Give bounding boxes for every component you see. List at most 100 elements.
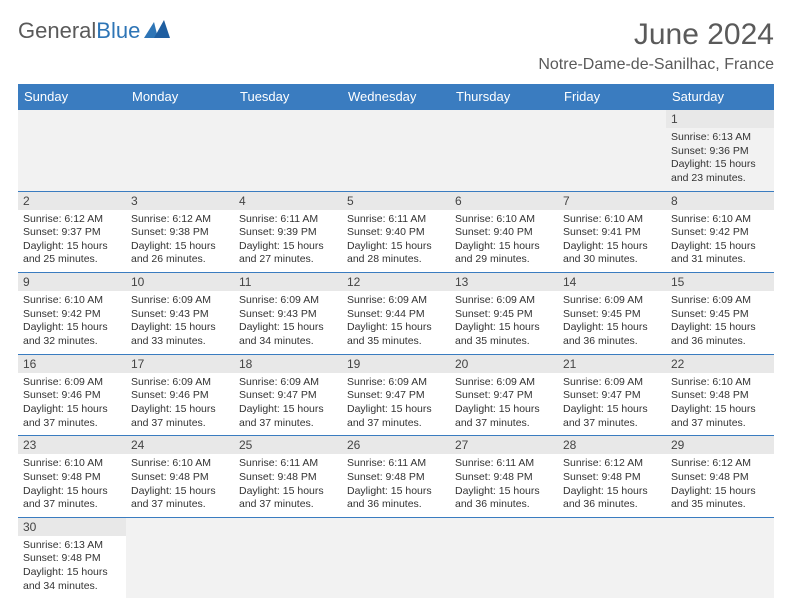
- day-details: Sunrise: 6:10 AMSunset: 9:48 PMDaylight:…: [666, 373, 774, 436]
- sunset: Sunset: 9:47 PM: [239, 389, 337, 403]
- calendar-row: 1Sunrise: 6:13 AMSunset: 9:36 PMDaylight…: [18, 110, 774, 192]
- day-number: 9: [18, 273, 126, 291]
- calendar-cell: 4Sunrise: 6:11 AMSunset: 9:39 PMDaylight…: [234, 191, 342, 273]
- daylight: Daylight: 15 hours and 37 minutes.: [239, 403, 337, 430]
- day-number: 18: [234, 355, 342, 373]
- sunrise: Sunrise: 6:10 AM: [563, 213, 661, 227]
- calendar-cell: [234, 517, 342, 598]
- calendar-cell: 13Sunrise: 6:09 AMSunset: 9:45 PMDayligh…: [450, 273, 558, 355]
- day-details: Sunrise: 6:10 AMSunset: 9:48 PMDaylight:…: [126, 454, 234, 517]
- calendar-cell: 3Sunrise: 6:12 AMSunset: 9:38 PMDaylight…: [126, 191, 234, 273]
- col-wednesday: Wednesday: [342, 84, 450, 110]
- calendar-cell: [558, 517, 666, 598]
- day-number: 2: [18, 192, 126, 210]
- calendar-cell: 29Sunrise: 6:12 AMSunset: 9:48 PMDayligh…: [666, 436, 774, 518]
- day-number: 20: [450, 355, 558, 373]
- calendar-cell: 14Sunrise: 6:09 AMSunset: 9:45 PMDayligh…: [558, 273, 666, 355]
- day-details: Sunrise: 6:09 AMSunset: 9:46 PMDaylight:…: [126, 373, 234, 436]
- sunset: Sunset: 9:48 PM: [455, 471, 553, 485]
- day-details: Sunrise: 6:09 AMSunset: 9:45 PMDaylight:…: [450, 291, 558, 354]
- daylight: Daylight: 15 hours and 36 minutes.: [563, 321, 661, 348]
- sunrise: Sunrise: 6:10 AM: [671, 376, 769, 390]
- daylight: Daylight: 15 hours and 37 minutes.: [131, 485, 229, 512]
- sunset: Sunset: 9:47 PM: [347, 389, 445, 403]
- calendar-row: 16Sunrise: 6:09 AMSunset: 9:46 PMDayligh…: [18, 354, 774, 436]
- logo: GeneralBlue: [18, 18, 170, 44]
- day-details: Sunrise: 6:10 AMSunset: 9:42 PMDaylight:…: [666, 210, 774, 273]
- sunset: Sunset: 9:48 PM: [563, 471, 661, 485]
- calendar-cell: 28Sunrise: 6:12 AMSunset: 9:48 PMDayligh…: [558, 436, 666, 518]
- day-number: 12: [342, 273, 450, 291]
- sunrise: Sunrise: 6:10 AM: [671, 213, 769, 227]
- day-details: Sunrise: 6:10 AMSunset: 9:41 PMDaylight:…: [558, 210, 666, 273]
- day-details: Sunrise: 6:09 AMSunset: 9:45 PMDaylight:…: [558, 291, 666, 354]
- sunrise: Sunrise: 6:09 AM: [239, 376, 337, 390]
- calendar-cell: 18 Sunrise: 6:09 AMSunset: 9:47 PMDayligh…: [234, 354, 342, 436]
- daylight: Daylight: 15 hours and 36 minutes.: [347, 485, 445, 512]
- col-thursday: Thursday: [450, 84, 558, 110]
- daylight: Daylight: 15 hours and 37 minutes.: [671, 403, 769, 430]
- calendar-cell: 26Sunrise: 6:11 AMSunset: 9:48 PMDayligh…: [342, 436, 450, 518]
- daylight: Daylight: 15 hours and 35 minutes.: [347, 321, 445, 348]
- calendar-cell: [450, 110, 558, 192]
- calendar-cell: [126, 110, 234, 192]
- day-number: 3: [126, 192, 234, 210]
- sunrise: Sunrise: 6:09 AM: [347, 376, 445, 390]
- day-details: Sunrise: 6:12 AMSunset: 9:48 PMDaylight:…: [666, 454, 774, 517]
- day-number: 21: [558, 355, 666, 373]
- sunset: Sunset: 9:42 PM: [23, 308, 121, 322]
- sunset: Sunset: 9:37 PM: [23, 226, 121, 240]
- sunset: Sunset: 9:48 PM: [23, 552, 121, 566]
- day-number: 11: [234, 273, 342, 291]
- month-title: June 2024: [538, 18, 774, 52]
- sunset: Sunset: 9:48 PM: [347, 471, 445, 485]
- logo-text-2: Blue: [96, 18, 140, 44]
- calendar-cell: 21Sunrise: 6:09 AMSunset: 9:47 PMDayligh…: [558, 354, 666, 436]
- calendar-cell: 12Sunrise: 6:09 AMSunset: 9:44 PMDayligh…: [342, 273, 450, 355]
- sunrise: Sunrise: 6:09 AM: [131, 376, 229, 390]
- sunrise: Sunrise: 6:12 AM: [23, 213, 121, 227]
- sunset: Sunset: 9:39 PM: [239, 226, 337, 240]
- calendar-row: 9Sunrise: 6:10 AMSunset: 9:42 PMDaylight…: [18, 273, 774, 355]
- sunset: Sunset: 9:42 PM: [671, 226, 769, 240]
- day-number: 16: [18, 355, 126, 373]
- day-number: 7: [558, 192, 666, 210]
- day-details: Sunrise: 6:13 AMSunset: 9:36 PMDaylight:…: [666, 128, 774, 191]
- logo-text-1: General: [18, 18, 96, 44]
- calendar-cell: 25Sunrise: 6:11 AMSunset: 9:48 PMDayligh…: [234, 436, 342, 518]
- calendar-cell: [234, 110, 342, 192]
- sunrise: Sunrise: 6:09 AM: [455, 294, 553, 308]
- sunset: Sunset: 9:47 PM: [455, 389, 553, 403]
- daylight: Daylight: 15 hours and 33 minutes.: [131, 321, 229, 348]
- sunset: Sunset: 9:48 PM: [239, 471, 337, 485]
- daylight: Daylight: 15 hours and 37 minutes.: [131, 403, 229, 430]
- calendar-table: Sunday Monday Tuesday Wednesday Thursday…: [18, 84, 774, 598]
- calendar-cell: 17Sunrise: 6:09 AMSunset: 9:46 PMDayligh…: [126, 354, 234, 436]
- sunset: Sunset: 9:38 PM: [131, 226, 229, 240]
- calendar-cell: [18, 110, 126, 192]
- calendar-cell: 24Sunrise: 6:10 AMSunset: 9:48 PMDayligh…: [126, 436, 234, 518]
- calendar-cell: [342, 110, 450, 192]
- sunset: Sunset: 9:48 PM: [671, 389, 769, 403]
- calendar-cell: 16Sunrise: 6:09 AMSunset: 9:46 PMDayligh…: [18, 354, 126, 436]
- daylight: Daylight: 15 hours and 23 minutes.: [671, 158, 769, 185]
- sunrise: Sunrise: 6:11 AM: [239, 213, 337, 227]
- daylight: Daylight: 15 hours and 35 minutes.: [455, 321, 553, 348]
- daylight: Daylight: 15 hours and 27 minutes.: [239, 240, 337, 267]
- day-details: Sunrise: 6:11 AMSunset: 9:48 PMDaylight:…: [450, 454, 558, 517]
- day-number: 26: [342, 436, 450, 454]
- day-details: Sunrise: 6:10 AMSunset: 9:48 PMDaylight:…: [18, 454, 126, 517]
- daylight: Daylight: 15 hours and 36 minutes.: [671, 321, 769, 348]
- day-number: 28: [558, 436, 666, 454]
- sunrise: Sunrise: 6:11 AM: [347, 213, 445, 227]
- title-block: June 2024 Notre-Dame-de-Sanilhac, France: [538, 18, 774, 74]
- daylight: Daylight: 15 hours and 37 minutes.: [239, 485, 337, 512]
- day-details: Sunrise: 6:09 AMSunset: 9:47 PMDaylight:…: [450, 373, 558, 436]
- calendar-row: 2Sunrise: 6:12 AMSunset: 9:37 PMDaylight…: [18, 191, 774, 273]
- calendar-cell: 23Sunrise: 6:10 AMSunset: 9:48 PMDayligh…: [18, 436, 126, 518]
- day-details: Sunrise: 6:12 AMSunset: 9:37 PMDaylight:…: [18, 210, 126, 273]
- sunrise: Sunrise: 6:12 AM: [131, 213, 229, 227]
- day-number: 30: [18, 518, 126, 536]
- day-details: Sunrise: 6:09 AMSunset: 9:44 PMDaylight:…: [342, 291, 450, 354]
- sunrise: Sunrise: 6:12 AM: [671, 457, 769, 471]
